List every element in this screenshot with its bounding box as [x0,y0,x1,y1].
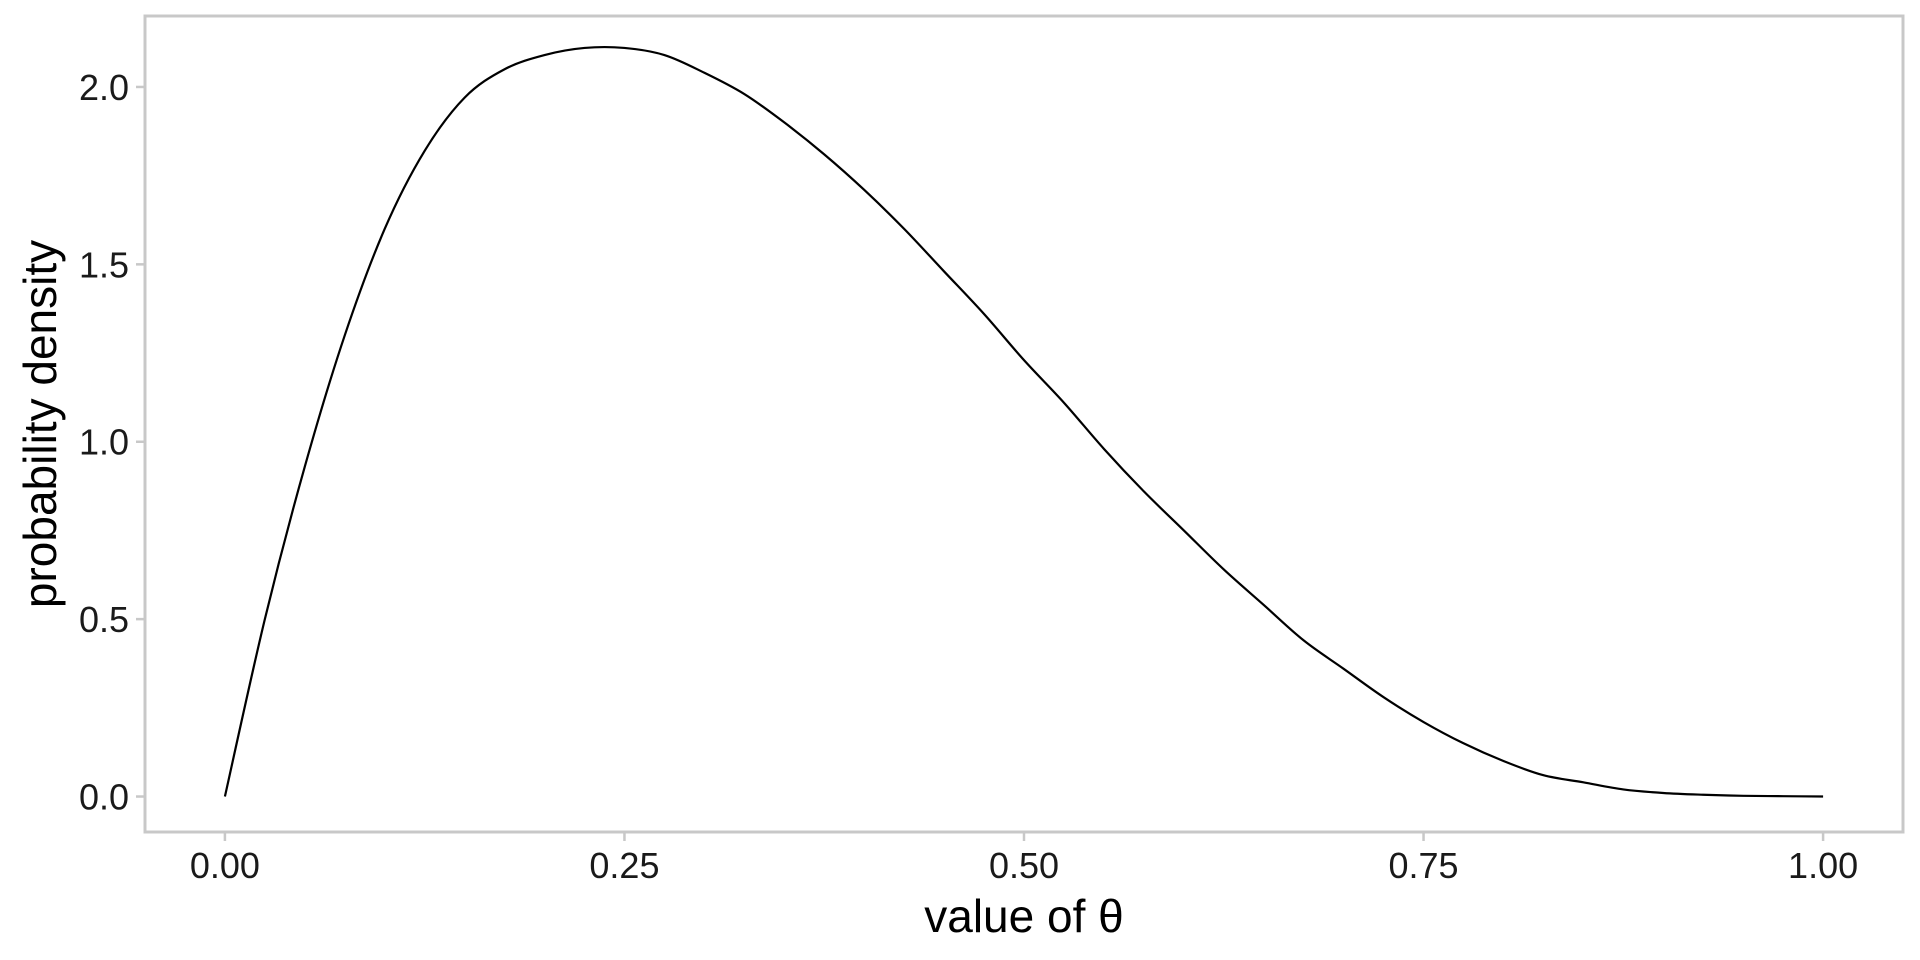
density-curve-line [223,45,1824,798]
x-axis-title: value of θ [924,890,1123,942]
x-axis-ticks: 0.00 0.25 0.50 0.75 1.00 [190,832,1858,886]
x-tick-label: 0.75 [1389,845,1459,886]
x-tick-label: 0.50 [989,845,1059,886]
y-tick-label: 0.5 [79,599,129,640]
y-tick-label: 1.0 [79,422,129,463]
y-tick-label: 1.5 [79,244,129,285]
x-tick-label: 1.00 [1788,845,1858,886]
plot-panel-border [143,14,1905,834]
x-tick-label: 0.00 [190,845,260,886]
y-tick-label: 2.0 [79,67,129,108]
y-axis-ticks: 0.0 0.5 1.0 1.5 2.0 [79,67,145,818]
y-tick-label: 0.0 [79,777,129,818]
x-tick-label: 0.25 [589,845,659,886]
y-axis-title: probability density [14,240,66,608]
